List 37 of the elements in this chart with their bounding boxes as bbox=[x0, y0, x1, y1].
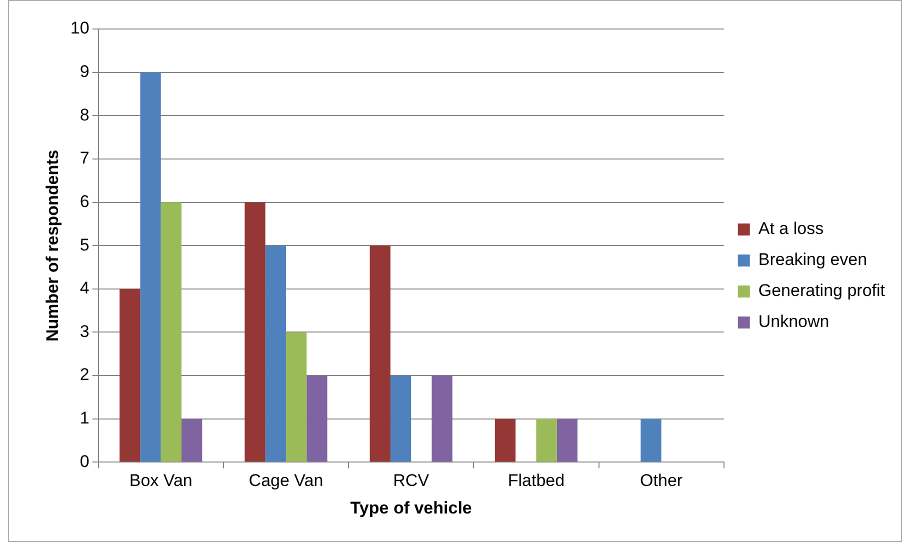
legend-label: Generating profit bbox=[758, 281, 886, 300]
x-tick-label: Flatbed bbox=[508, 471, 565, 490]
y-tick-label: 6 bbox=[80, 192, 90, 211]
bar bbox=[494, 418, 516, 462]
bar bbox=[244, 202, 266, 462]
bar bbox=[160, 202, 182, 462]
y-axis-title: Number of respondents bbox=[42, 150, 62, 342]
y-tick-label: 7 bbox=[80, 148, 90, 168]
bar bbox=[370, 246, 390, 462]
x-axis-title: Type of vehicle bbox=[350, 498, 472, 518]
bar bbox=[536, 418, 557, 462]
bar bbox=[432, 376, 452, 462]
y-tick-label: 5 bbox=[80, 235, 90, 254]
legend-label: At a loss bbox=[758, 219, 824, 238]
y-tick-label: 8 bbox=[80, 105, 90, 124]
legend-label: Unknown bbox=[758, 312, 830, 332]
bar bbox=[306, 376, 328, 462]
y-tick-label: 4 bbox=[80, 278, 90, 298]
x-tick-label: Other bbox=[640, 471, 683, 490]
bar bbox=[286, 332, 307, 462]
y-tick-label: 3 bbox=[80, 322, 90, 341]
y-tick-label: 2 bbox=[80, 365, 90, 384]
bar bbox=[390, 376, 412, 462]
bar bbox=[640, 418, 662, 462]
legend-label: Breaking even bbox=[758, 250, 868, 270]
bar bbox=[140, 72, 161, 462]
y-tick-label: 9 bbox=[80, 62, 90, 82]
bar bbox=[556, 418, 578, 462]
bar bbox=[182, 418, 202, 462]
x-tick-label: Box Van bbox=[129, 471, 192, 490]
bar bbox=[265, 246, 286, 462]
bar bbox=[120, 288, 140, 462]
y-tick-label: 0 bbox=[80, 452, 90, 471]
x-tick-label: RCV bbox=[393, 471, 430, 490]
x-tick-label: Cage Van bbox=[248, 471, 324, 490]
y-tick-label: 10 bbox=[70, 18, 90, 38]
y-tick-label: 1 bbox=[80, 408, 90, 428]
